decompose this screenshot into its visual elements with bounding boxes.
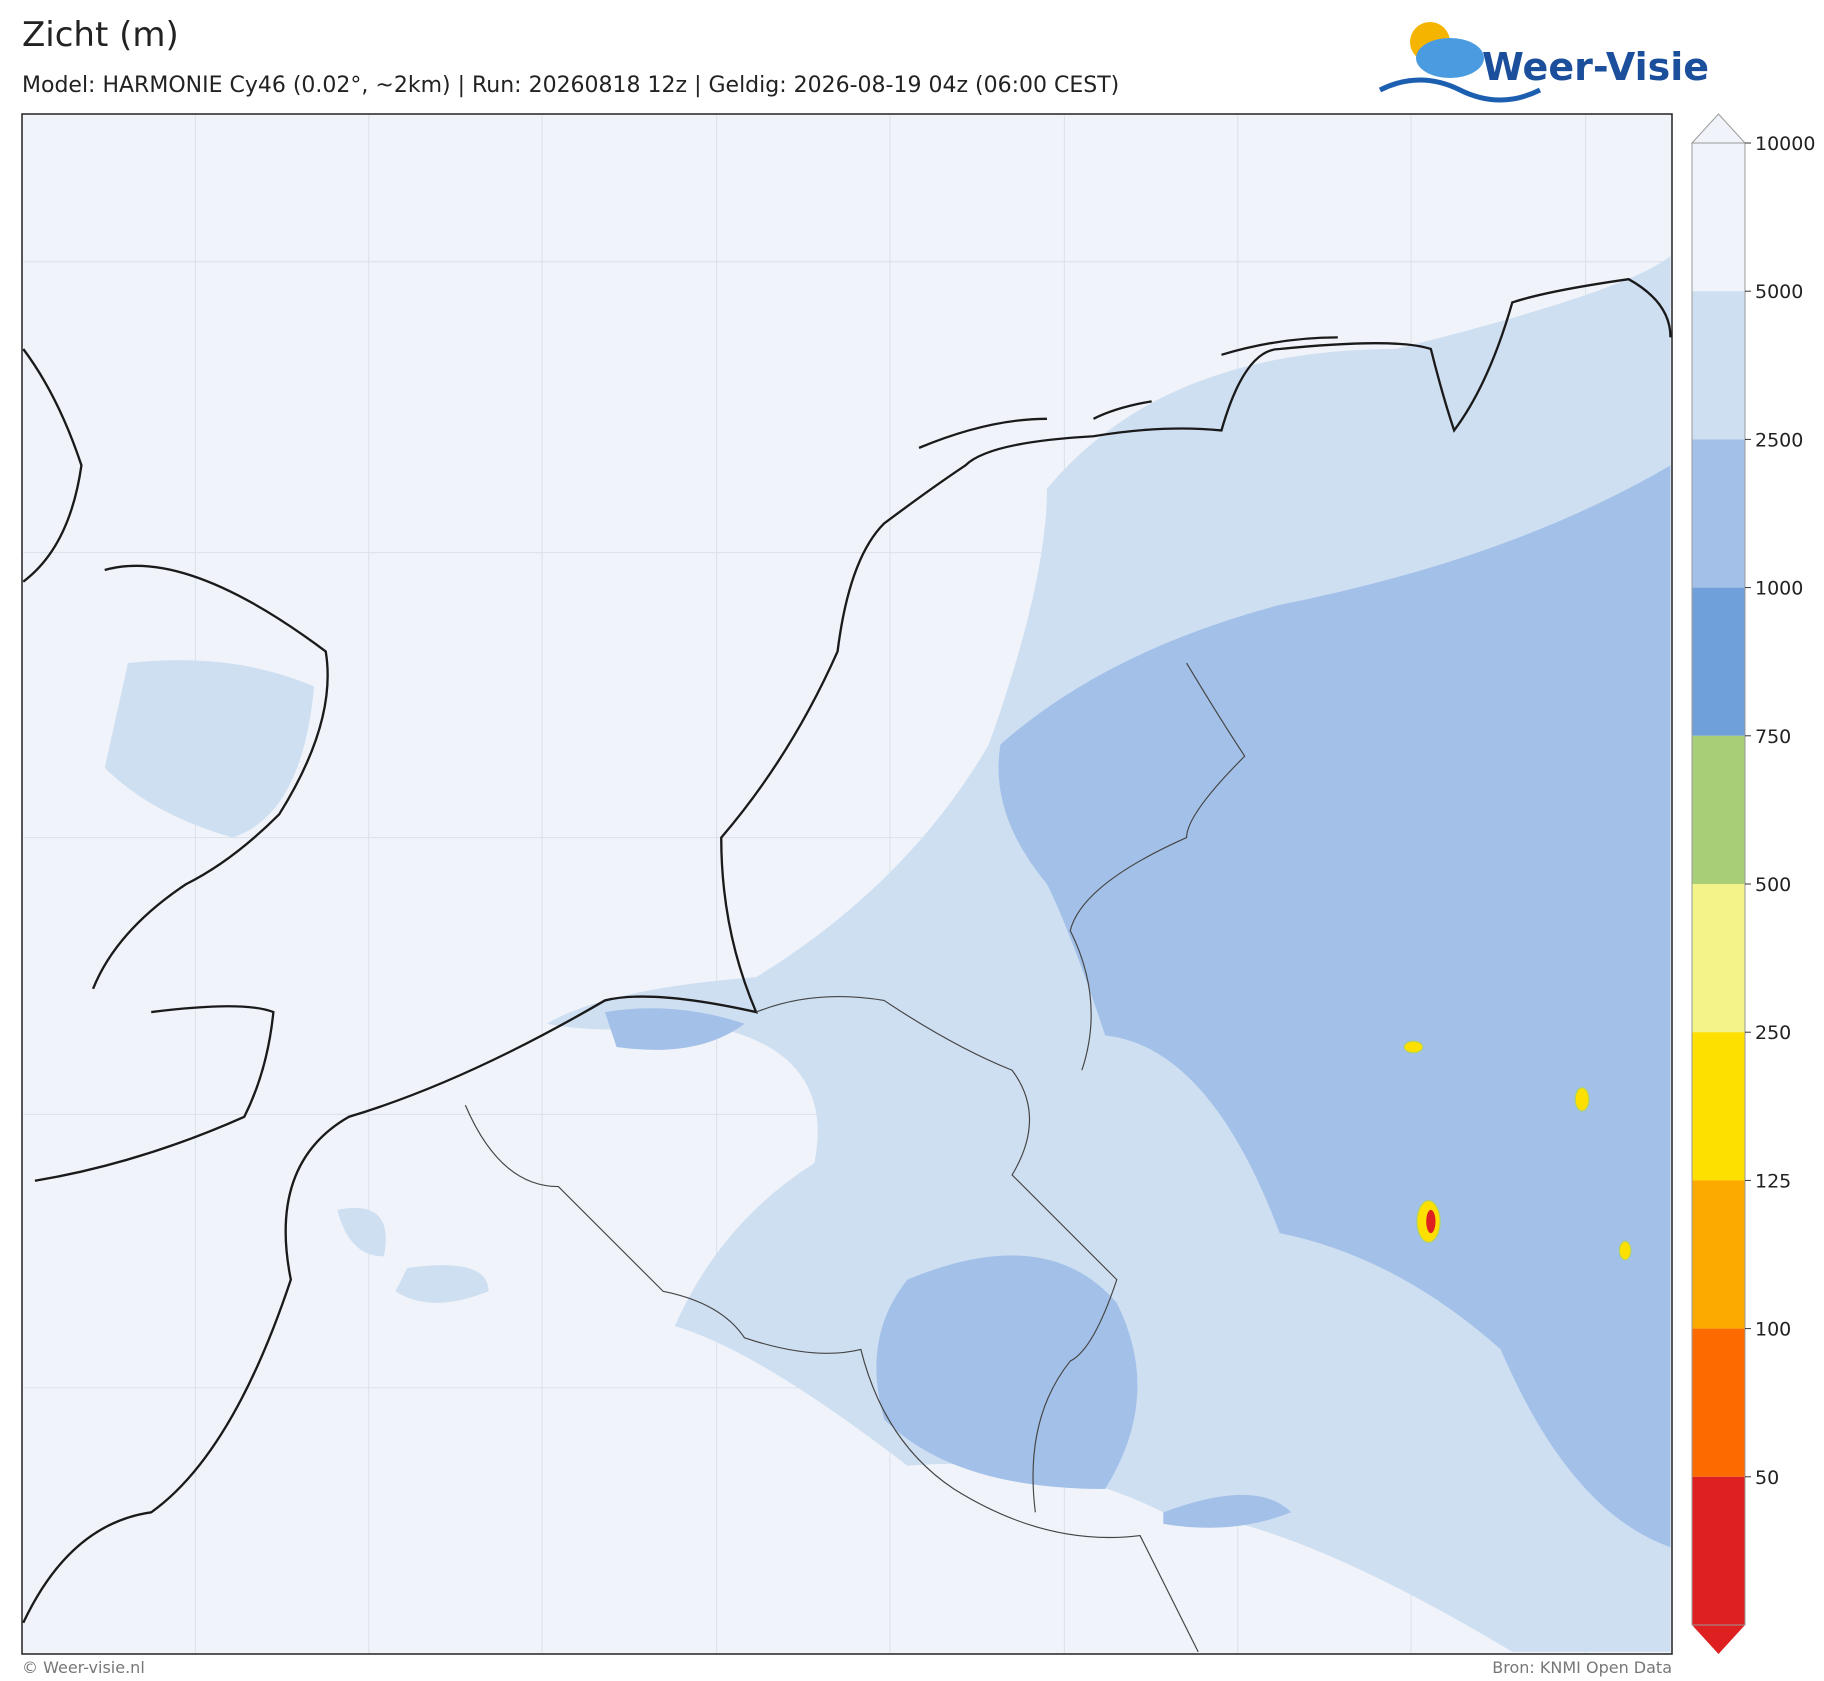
colorbar-segment	[1692, 735, 1745, 884]
colorbar-tick-label: 5000	[1755, 281, 1803, 303]
logo-text: Weer-Visie	[1482, 45, 1709, 89]
colorbar-segment	[1692, 439, 1745, 588]
footer-right: Bron: KNMI Open Data	[1492, 1658, 1672, 1677]
colorbar-segment	[1692, 1328, 1745, 1477]
colorbar-tick-label: 100	[1755, 1319, 1791, 1341]
colorbar-tick-label: 125	[1755, 1170, 1791, 1192]
logo: Weer-Visie	[1378, 22, 1709, 103]
colorbar-tick-label: 250	[1755, 1022, 1791, 1044]
map	[21, 113, 1673, 1655]
colorbar-segment	[1692, 884, 1745, 1033]
colorbar-segment	[1692, 1032, 1745, 1181]
colorbar-tick-label: 750	[1755, 726, 1791, 748]
colorbar-tick-label: 2500	[1755, 429, 1803, 451]
footer-left: © Weer-visie.nl	[22, 1658, 145, 1677]
subtitle: Model: HARMONIE Cy46 (0.02°, ~2km) | Run…	[22, 73, 1119, 98]
colorbar: 10000 5000 2500 1000 750 500 250 125 100 50	[1690, 113, 1815, 1654]
colorbar-arrow-bottom	[1692, 1625, 1745, 1654]
colorbar-segment	[1692, 1476, 1745, 1625]
colorbar-tick-label: 500	[1755, 874, 1791, 896]
title: Zicht (m)	[22, 15, 179, 55]
colorbar-tick-label: 10000	[1755, 133, 1815, 155]
colorbar-tick-label: 1000	[1755, 578, 1803, 600]
colorbar-segment	[1692, 143, 1745, 292]
colorbar-segment	[1692, 587, 1745, 736]
colorbar-segment	[1692, 291, 1745, 440]
colorbar-arrow-top	[1690, 113, 1747, 144]
colorbar-segment	[1692, 1180, 1745, 1329]
colorbar-tick-label: 50	[1755, 1467, 1779, 1489]
